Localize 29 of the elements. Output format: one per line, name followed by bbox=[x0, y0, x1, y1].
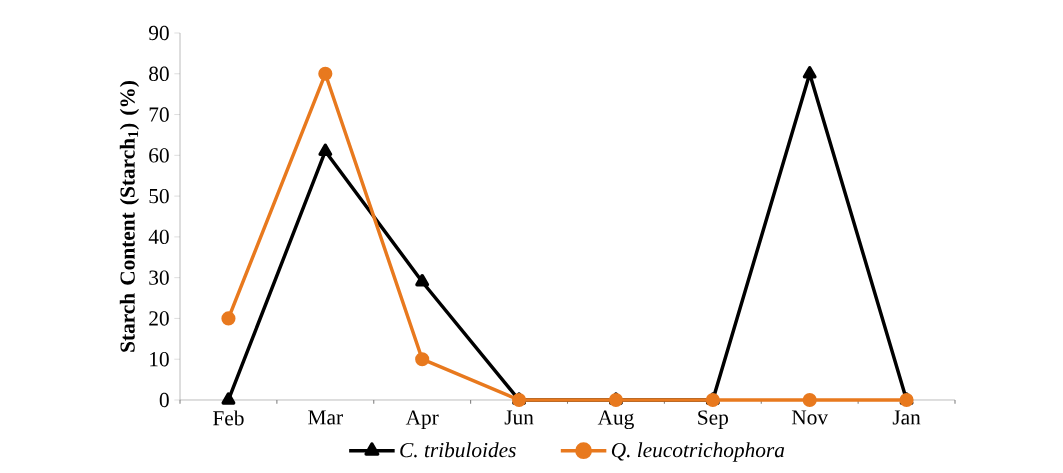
x-tick-label: Jun bbox=[504, 410, 534, 425]
x-tick-label: Jan bbox=[892, 410, 921, 425]
legend-label: Q. leucotrichophora bbox=[611, 442, 785, 462]
y-tick-label: 90 bbox=[148, 25, 169, 41]
x-tick-label: Nov bbox=[791, 410, 829, 425]
x-tick-label: Sep bbox=[698, 410, 728, 430]
y-tick-label: 10 bbox=[150, 352, 169, 367]
x-tick-label: Aug bbox=[597, 410, 634, 430]
x-tick-label: Feb bbox=[213, 410, 244, 426]
y-tick-label: 50 bbox=[149, 188, 169, 204]
y-tick-label: 80 bbox=[149, 66, 169, 81]
legend-label: C. tribuloides bbox=[400, 442, 516, 458]
y-tick-label: 20 bbox=[149, 311, 169, 326]
point bbox=[802, 392, 817, 408]
point bbox=[318, 66, 333, 81]
x-tick-label: Mar bbox=[308, 410, 343, 425]
y-tick-label: 60 bbox=[149, 148, 169, 163]
point bbox=[415, 273, 430, 287]
point bbox=[802, 66, 817, 79]
y-tick-label: 40 bbox=[148, 229, 169, 245]
point bbox=[318, 143, 333, 156]
point bbox=[221, 392, 236, 405]
y-tick-label: 70 bbox=[149, 107, 169, 122]
point bbox=[415, 352, 430, 367]
point bbox=[221, 311, 236, 326]
text: Starch Content (Starch$_{1}$) (%) bbox=[119, 81, 140, 352]
y-tick-label: 0 bbox=[159, 392, 169, 408]
x-tick-label: Apr bbox=[405, 410, 439, 430]
y-tick-label: 30 bbox=[149, 270, 169, 285]
